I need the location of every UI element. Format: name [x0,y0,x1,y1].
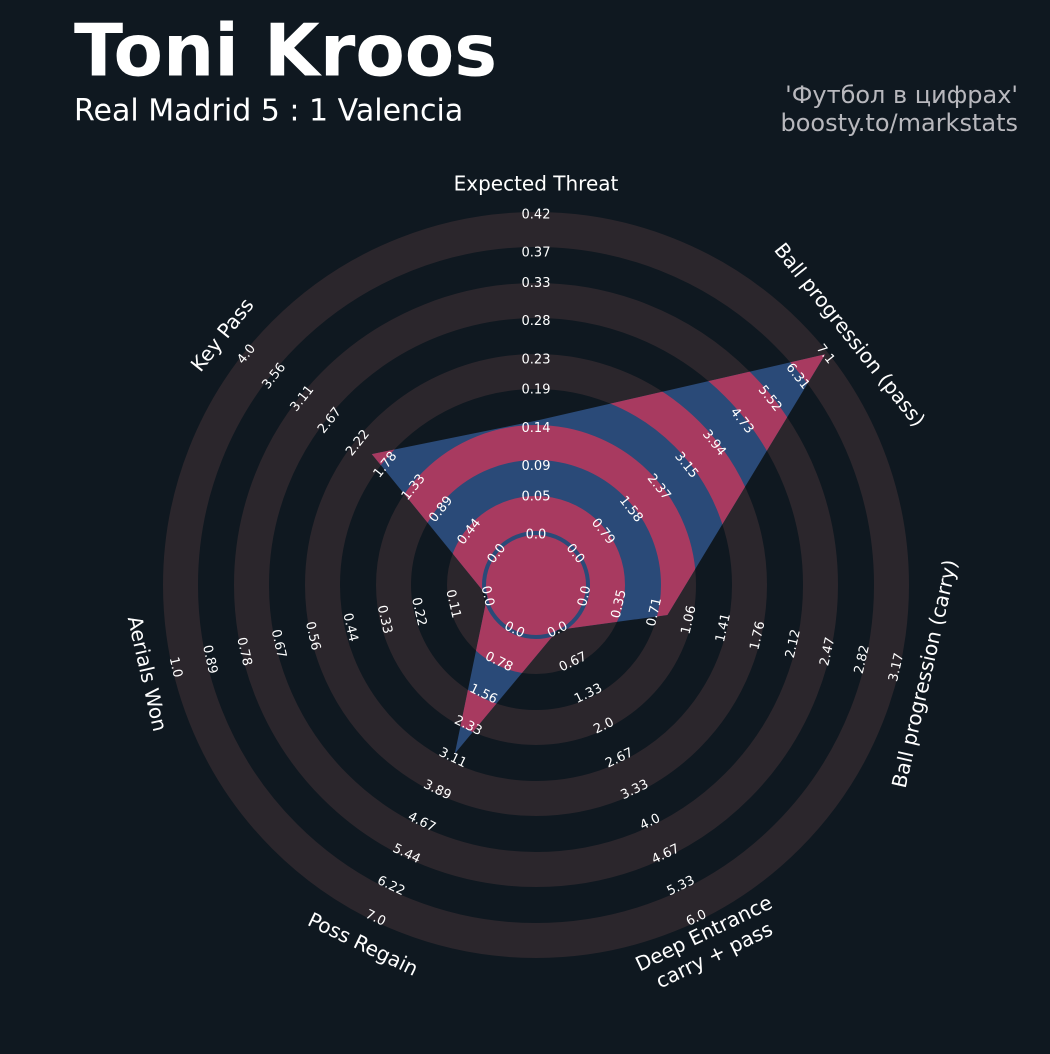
tick-label: 0.0 [575,584,594,608]
tick-label: 0.42 [522,208,551,223]
tick-label: 0.14 [522,421,551,436]
center-circle [486,535,586,635]
tick-label: 0.89 [199,644,220,676]
ring [234,283,838,887]
ring [305,354,767,816]
subtitle: Real Madrid 5 : 1 Valencia [74,94,463,129]
ring [163,212,909,958]
tick-label: 1.0 [166,656,185,680]
tick-label: 2.12 [783,628,804,660]
tick-label: 0.78 [233,636,254,668]
tick-label: 0.09 [522,459,551,474]
tick-label: 0.37 [522,246,551,261]
tick-label: 2.82 [852,644,873,676]
tick-label: 1.06 [679,604,700,636]
tick-label: 0.71 [644,596,665,628]
tick-label: 3.17 [886,652,907,684]
tick-label: 0.33 [522,276,551,291]
title: Toni Kroos [74,9,497,93]
tick-label: 0.56 [302,620,323,652]
tick-label: 0.67 [268,628,289,660]
tick-label: 0.22 [408,596,429,628]
tick-label: 0.23 [522,352,551,367]
tick-label: 0.44 [339,612,360,644]
tick-label: 0.33 [374,604,395,636]
tick-label: 1.41 [713,612,734,644]
credit: 'Футбол в цифрах' [785,81,1018,109]
credit: boosty.to/markstats [781,109,1019,137]
tick-label: 0.0 [478,584,497,608]
tick-label: 2.47 [817,636,838,668]
tick-label: 0.19 [522,383,551,398]
tick-label: 0.35 [609,588,630,620]
tick-label: 0.05 [522,489,551,504]
tick-label: 1.76 [747,620,768,652]
tick-label: 0.0 [526,528,547,543]
tick-label: 0.11 [442,588,463,620]
param-label: Expected Threat [454,172,619,196]
tick-label: 0.28 [522,314,551,329]
